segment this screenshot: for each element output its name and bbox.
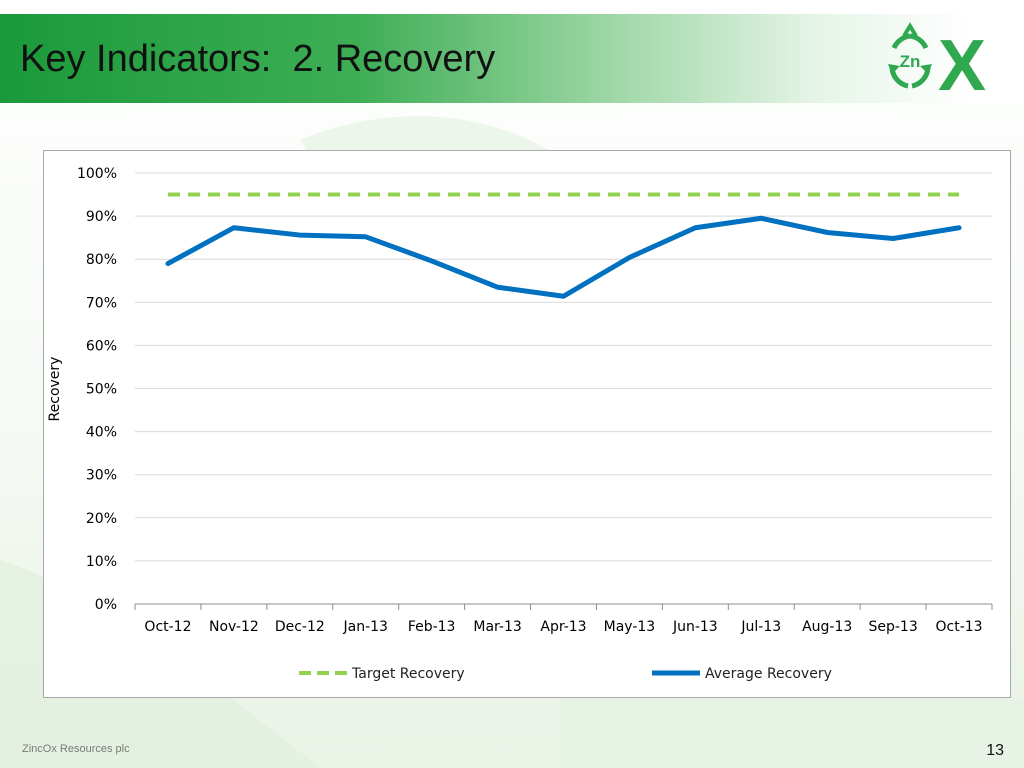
x-tick-label: Oct-13 — [935, 619, 982, 635]
x-tick-label: Oct-12 — [144, 619, 191, 635]
y-tick-label: 50% — [86, 382, 117, 398]
y-tick-label: 30% — [86, 468, 117, 484]
title-bar — [0, 14, 1024, 103]
y-tick-label: 60% — [86, 338, 117, 354]
footer-company: ZincOx Resources plc — [22, 743, 130, 755]
recycle-icon — [888, 22, 932, 89]
x-tick-label: Aug-13 — [802, 619, 852, 635]
x-tick-label: Jul-13 — [740, 619, 781, 635]
x-tick-label: Apr-13 — [540, 619, 586, 635]
x-tick-label: Mar-13 — [473, 619, 521, 635]
x-tick-label: Nov-12 — [209, 619, 259, 635]
slide-title: Key Indicators: 2. Recovery — [20, 38, 496, 80]
x-tick-label: Jan-13 — [343, 619, 388, 635]
y-tick-label: 20% — [86, 511, 117, 527]
y-tick-label: 40% — [86, 425, 117, 441]
x-tick-label: Dec-12 — [275, 619, 325, 635]
x-tick-label: May-13 — [604, 619, 656, 635]
page-number: 13 — [986, 742, 1004, 759]
x-tick-label: Sep-13 — [868, 619, 917, 635]
y-tick-label: 80% — [86, 252, 117, 268]
zincox-logo: Zn X — [888, 22, 986, 100]
y-tick-label: 0% — [95, 597, 117, 613]
target-recovery-legend-label: Target Recovery — [351, 666, 465, 682]
y-tick-label: 90% — [86, 209, 117, 225]
chart-frame: 0% 10% 20% 30% 40% 50% 60% 70% 80% 90% 100% Oct-12 N… — [43, 150, 1011, 698]
y-axis-title: Recovery — [47, 357, 63, 422]
y-tick-label: 100% — [77, 166, 117, 182]
logo-zn-text: Zn — [900, 52, 921, 71]
recovery-line-chart: 0% 10% 20% 30% 40% 50% 60% 70% 80% 90% 100% Oct-12 N… — [47, 166, 993, 682]
average-recovery-line — [165, 215, 962, 299]
x-tick-label: Feb-13 — [408, 619, 456, 635]
y-tick-label: 10% — [86, 554, 117, 570]
x-tick-label: Jun-13 — [672, 619, 718, 635]
y-tick-label: 70% — [86, 295, 117, 311]
average-recovery-legend-label: Average Recovery — [705, 666, 832, 682]
logo-x-letter: X — [938, 26, 986, 100]
